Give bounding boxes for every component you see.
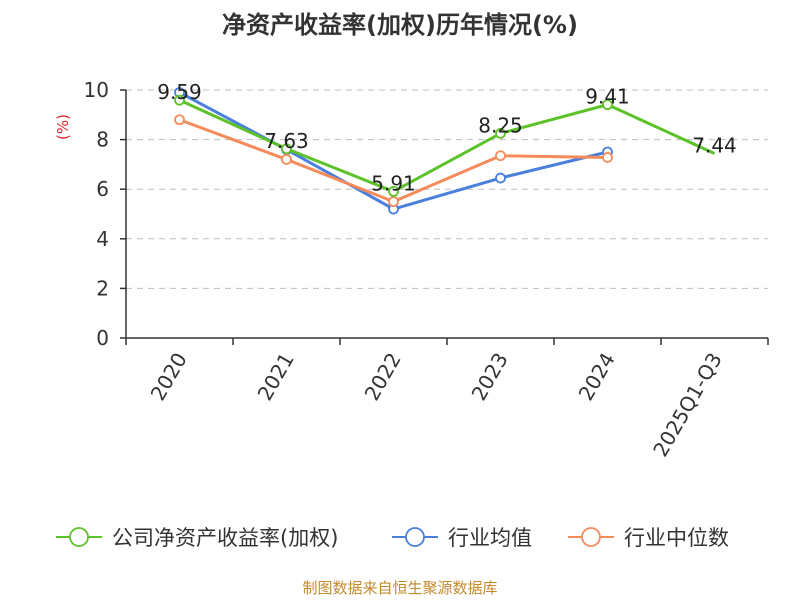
data-labels: 9.59 7.63 5.91 8.25 9.41 7.44 [157,80,737,195]
y-tick-label: 4 [96,227,109,251]
y-tick-label: 8 [96,128,109,152]
grid-lines [126,89,768,289]
legend-item[interactable]: 公司净资产收益率(加权) [56,526,338,550]
x-tick-label: 2024 [574,349,620,405]
series-line [178,98,716,193]
data-point [495,150,506,162]
data-point [281,154,292,165]
data-point [174,94,185,106]
y-tick-label: 6 [96,177,109,201]
data-point [602,99,613,111]
data-point [388,196,399,208]
x-tick-label: 2023 [467,349,513,405]
x-tick-label: 2022 [360,349,406,405]
legend-swatch-marker [69,527,89,547]
legend-swatch-marker [405,527,425,547]
y-tick-label: 10 [84,78,109,102]
data-point [495,127,506,139]
axes: 0 2 4 6 8 10 2020 2021 2022 2023 2024 2025Q1-Q3 [84,78,769,461]
y-tick-label: 2 [96,276,109,300]
x-tick-label: 2021 [253,349,299,405]
data-label: 5.91 [371,171,416,195]
y-axis-label: (%) [54,114,72,140]
data-label: 9.41 [585,85,630,109]
legend-label: 行业中位数 [624,526,729,550]
legend[interactable]: 公司净资产收益率(加权) 行业均值 行业中位数 [56,526,729,550]
data-label: 9.59 [157,80,202,104]
legend-swatch-marker [581,527,601,547]
data-point [495,172,506,184]
data-label: 8.25 [478,113,523,137]
data-point [281,143,292,155]
data-point [602,152,613,163]
data-point [174,114,185,126]
legend-item[interactable]: 行业均值 [392,526,532,550]
legend-label: 行业均值 [448,526,532,550]
legend-item[interactable]: 行业中位数 [568,526,729,550]
y-tick-label: 0 [96,326,109,350]
series-lines [174,87,716,215]
data-label: 7.63 [264,129,309,153]
legend-label: 公司净资产收益率(加权) [112,526,338,550]
x-tick-label: 2025Q1-Q3 [648,349,727,461]
chart-title: 净资产收益率(加权)历年情况(%) [222,11,578,39]
data-label: 7.44 [692,133,737,157]
source-note: 制图数据来自恒生聚源数据库 [302,579,497,597]
x-tick-label: 2020 [146,349,192,405]
data-point [388,186,399,197]
